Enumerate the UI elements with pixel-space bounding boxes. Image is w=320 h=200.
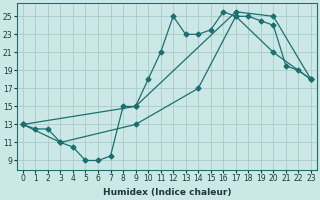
X-axis label: Humidex (Indice chaleur): Humidex (Indice chaleur): [103, 188, 231, 197]
